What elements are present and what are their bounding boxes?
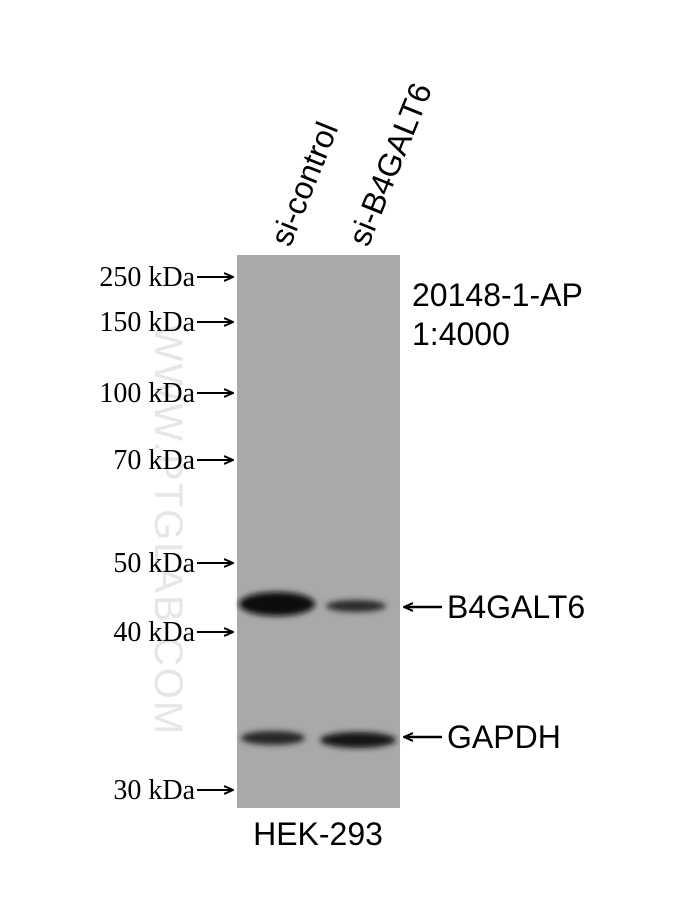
marker-label: 100 kDa xyxy=(99,378,195,409)
band-label: GAPDH xyxy=(447,719,561,755)
marker-label: 250 kDa xyxy=(99,262,195,293)
band xyxy=(239,592,315,616)
marker-label: 40 kDa xyxy=(113,617,195,648)
marker-ladder: 250 kDa 150 kDa 100 kDa 70 kDa 50 kDa 40 kDa 3… xyxy=(99,262,233,806)
band xyxy=(320,732,396,748)
band xyxy=(326,600,386,612)
band xyxy=(241,731,305,745)
antibody-catalog: 20148-1-AP xyxy=(412,277,583,313)
band-label: B4GALT6 xyxy=(447,589,585,625)
marker-label: 50 kDa xyxy=(113,548,195,579)
bands xyxy=(239,592,396,748)
marker-label: 30 kDa xyxy=(113,775,195,806)
cell-line: HEK-293 xyxy=(253,816,383,852)
antibody-dilution: 1:4000 xyxy=(412,316,510,352)
watermark: WWW.PTGLAB.COM xyxy=(146,324,190,736)
blot-membrane xyxy=(237,255,400,808)
marker-label: 150 kDa xyxy=(99,307,195,338)
marker-label: 70 kDa xyxy=(113,445,195,476)
